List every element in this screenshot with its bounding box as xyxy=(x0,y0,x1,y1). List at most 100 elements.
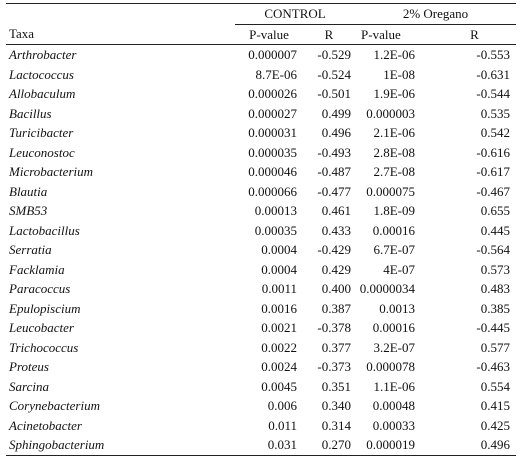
column-header-control-pvalue: P-value xyxy=(235,24,303,45)
cell-control-pvalue: 0.000027 xyxy=(248,105,297,121)
cell-taxa: Leucobacter xyxy=(9,320,74,335)
cell-oregano-pvalue: 0.000019 xyxy=(355,435,434,456)
cell-control-r: -0.493 xyxy=(317,144,352,160)
table-row: Lactococcus 8.7E-06 -0.524 1E-08 -0.631 xyxy=(6,65,516,85)
cell-oregano-pvalue: 4E-07 xyxy=(383,261,416,277)
cell-oregano-pvalue: 1.1E-06 xyxy=(373,378,416,394)
table-row: Leucobacter 0.0021 -0.378 0.00016 -0.445 xyxy=(6,318,516,338)
group-header-oregano: 2% Oregano xyxy=(355,3,517,25)
cell-oregano-r: 0.385 xyxy=(480,300,511,316)
table-row: Proteus 0.0024 -0.373 0.000078 -0.463 xyxy=(6,357,516,377)
cell-taxa: Acinetobacter xyxy=(9,417,82,433)
cell-oregano-r: 0.577 xyxy=(480,339,511,355)
cell-oregano-pvalue: 1.2E-06 xyxy=(373,47,416,62)
column-header-taxa: Taxa xyxy=(6,24,235,45)
cell-oregano-r: 0.573 xyxy=(480,261,511,277)
cell-oregano-r: 0.535 xyxy=(480,105,511,121)
table-body: Arthrobacter 0.000007 -0.529 1.2E-06 -0.553 L… xyxy=(6,45,517,456)
cell-control-pvalue: 0.0011 xyxy=(261,281,297,296)
cell-control-r: 0.377 xyxy=(321,339,352,355)
cell-oregano-r: 0.496 xyxy=(433,435,517,456)
cell-control-r: -0.429 xyxy=(317,242,352,257)
cell-control-pvalue: 8.7E-06 xyxy=(255,66,297,82)
cell-oregano-pvalue: 0.000003 xyxy=(366,105,416,121)
cell-control-r: 0.340 xyxy=(321,398,352,413)
cell-oregano-r: 0.655 xyxy=(480,203,511,218)
table-row: Allobaculum 0.000026 -0.501 1.9E-06 -0.544 xyxy=(6,84,516,104)
cell-oregano-r: -0.617 xyxy=(476,164,511,179)
cell-control-pvalue: 0.0021 xyxy=(261,320,297,335)
cell-taxa: Arthrobacter xyxy=(9,47,77,62)
table-row: Serratia 0.0004 -0.429 6.7E-07 -0.564 xyxy=(6,240,516,260)
cell-taxa: Sarcina xyxy=(9,378,49,394)
cell-control-pvalue: 0.000031 xyxy=(248,125,297,140)
cell-control-pvalue: 0.0016 xyxy=(261,300,297,316)
table-row: Microbacterium 0.000046 -0.487 2.7E-08 -0.61… xyxy=(6,162,516,182)
cell-control-r: 0.314 xyxy=(321,417,352,433)
cell-oregano-r: -0.544 xyxy=(476,86,511,101)
cell-oregano-pvalue: 0.00016 xyxy=(372,222,416,238)
cell-oregano-pvalue: 2.7E-08 xyxy=(373,164,416,179)
cell-taxa: Epulopiscium xyxy=(9,300,81,316)
group-header-control: CONTROL xyxy=(235,3,356,25)
cell-oregano-pvalue: 2.8E-08 xyxy=(373,144,416,160)
cell-control-r: 0.461 xyxy=(321,203,352,218)
column-header-control-r: R xyxy=(303,24,356,45)
table-row: Leuconostoc 0.000035 -0.493 2.8E-08 -0.616 xyxy=(6,143,516,163)
cell-control-r: 0.433 xyxy=(321,222,352,238)
cell-oregano-pvalue: 3.2E-07 xyxy=(373,339,416,355)
cell-control-r: 0.499 xyxy=(321,105,352,121)
cell-control-pvalue: 0.000026 xyxy=(248,86,297,101)
cell-taxa: Microbacterium xyxy=(9,164,93,179)
cell-oregano-r: -0.467 xyxy=(476,183,511,199)
cell-control-r: 0.351 xyxy=(321,378,352,394)
cell-oregano-pvalue: 0.0013 xyxy=(379,300,416,316)
column-header-oregano-r: R xyxy=(433,24,517,45)
cell-oregano-r: 0.542 xyxy=(480,125,511,140)
table-row: Corynebacterium 0.006 0.340 0.00048 0.415 xyxy=(6,396,516,416)
cell-control-r: -0.373 xyxy=(317,359,352,374)
cell-oregano-pvalue: 0.000075 xyxy=(366,183,416,199)
cell-taxa: Trichococcus xyxy=(9,339,79,355)
cell-oregano-r: 0.483 xyxy=(480,281,511,296)
cell-taxa: Allobaculum xyxy=(9,86,76,101)
cell-oregano-r: 0.554 xyxy=(480,378,511,394)
cell-control-pvalue: 0.000066 xyxy=(248,183,297,199)
cell-oregano-r: -0.616 xyxy=(476,144,511,160)
cell-control-r: 0.387 xyxy=(321,300,352,316)
cell-control-r: 0.429 xyxy=(321,261,352,277)
cell-taxa: Paracoccus xyxy=(9,281,71,296)
cell-control-r: 0.496 xyxy=(321,125,352,140)
cell-oregano-r: -0.553 xyxy=(476,47,511,62)
cell-control-r: -0.524 xyxy=(317,66,352,82)
cell-control-pvalue: 0.0024 xyxy=(261,359,297,374)
cell-oregano-pvalue: 1E-08 xyxy=(383,66,416,82)
table-row: Lactobacillus 0.00035 0.433 0.00016 0.445 xyxy=(6,221,516,241)
cell-oregano-r: 0.415 xyxy=(480,398,511,413)
cell-taxa: Corynebacterium xyxy=(9,398,100,413)
cell-oregano-pvalue: 0.000078 xyxy=(366,359,416,374)
column-header-oregano-pvalue: P-value xyxy=(355,24,434,45)
table-row: Facklamia 0.0004 0.429 4E-07 0.573 xyxy=(6,260,516,280)
cell-oregano-r: 0.425 xyxy=(480,417,511,433)
cell-control-r: -0.487 xyxy=(317,164,352,179)
column-header-row: Taxa P-value R P-value R xyxy=(6,24,517,45)
table-row: Arthrobacter 0.000007 -0.529 1.2E-06 -0.553 xyxy=(6,45,516,65)
cell-control-r: 0.400 xyxy=(321,281,352,296)
cell-control-r: 0.270 xyxy=(303,435,356,456)
table-row: SMB53 0.00013 0.461 1.8E-09 0.655 xyxy=(6,201,516,221)
cell-oregano-r: -0.445 xyxy=(476,320,511,335)
cell-taxa: Facklamia xyxy=(9,261,65,277)
cell-taxa: Turicibacter xyxy=(9,125,74,140)
cell-control-pvalue: 0.00035 xyxy=(254,222,297,238)
cell-control-pvalue: 0.011 xyxy=(268,417,297,433)
cell-taxa: Sphingobacterium xyxy=(6,435,235,456)
cell-oregano-pvalue: 0.00016 xyxy=(372,320,416,335)
cell-taxa: Bacillus xyxy=(9,105,52,121)
table-row: Paracoccus 0.0011 0.400 0.0000034 0.483 xyxy=(6,279,516,299)
cell-oregano-r: -0.463 xyxy=(476,359,511,374)
table-row: Acinetobacter 0.011 0.314 0.00033 0.425 xyxy=(6,416,516,436)
cell-control-pvalue: 0.000007 xyxy=(248,47,297,62)
cell-control-pvalue: 0.006 xyxy=(267,398,297,413)
